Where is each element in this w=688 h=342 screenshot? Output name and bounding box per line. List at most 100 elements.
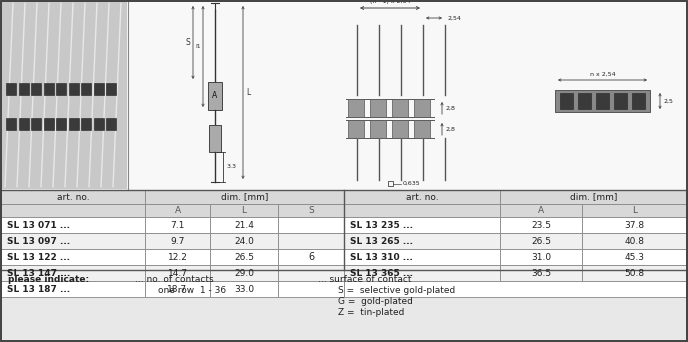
Bar [578,93,591,109]
Bar [555,90,650,112]
Bar [344,265,500,281]
Bar [370,99,386,117]
Bar [414,120,430,138]
Bar [19,118,28,130]
Text: one row  1 - 36: one row 1 - 36 [158,286,226,295]
Bar [614,93,627,109]
Text: ... no. of contacts: ... no. of contacts [135,275,214,284]
Bar [500,265,582,281]
Text: 31.0: 31.0 [531,252,551,262]
Text: 3.3: 3.3 [227,165,237,170]
Bar [278,217,344,233]
Bar [632,93,645,109]
Text: 26.5: 26.5 [531,237,551,246]
Bar [596,93,609,109]
Text: ... surface of contact: ... surface of contact [318,275,411,284]
Text: SL 13 310 ...: SL 13 310 ... [350,252,413,262]
Text: 2,5: 2,5 [663,98,673,104]
Bar [1,265,145,281]
Text: 45.3: 45.3 [625,252,645,262]
Bar [278,249,344,265]
Text: 2,8: 2,8 [445,127,455,132]
Text: 26.5: 26.5 [234,252,254,262]
Bar [582,265,687,281]
Bar [210,233,278,249]
Bar [210,265,278,281]
Text: SL 13 265 ...: SL 13 265 ... [350,237,413,246]
Text: S: S [308,206,314,215]
Text: 18.7: 18.7 [167,285,188,293]
Bar [1,190,687,270]
Text: 36.5: 36.5 [531,268,551,277]
Bar [31,118,41,130]
Bar [392,99,408,117]
Text: 21.4: 21.4 [234,221,254,229]
Bar [145,204,210,217]
Bar [31,83,41,95]
Text: 12.2: 12.2 [168,252,187,262]
Bar [560,93,573,109]
Bar [19,83,28,95]
Bar [1,233,145,249]
Text: 40.8: 40.8 [625,237,645,246]
Bar [1,204,145,217]
Bar [145,281,210,297]
Bar [1,1,127,189]
Bar [278,204,344,217]
Text: 37.8: 37.8 [625,221,645,229]
Text: please indicate:: please indicate: [8,275,89,284]
Text: l1: l1 [195,44,201,49]
Text: G =  gold-plated: G = gold-plated [338,297,413,306]
Text: dim. [mm]: dim. [mm] [570,193,617,201]
Text: dim. [mm]: dim. [mm] [221,193,268,201]
Bar [500,217,582,233]
Bar [81,83,91,95]
Text: L: L [246,88,250,97]
Bar [582,233,687,249]
Bar [209,125,221,152]
Bar [348,120,364,138]
Text: SL 13 187 ...: SL 13 187 ... [7,285,70,293]
Bar [6,118,16,130]
Text: 33.0: 33.0 [234,285,254,293]
Bar [344,249,500,265]
Bar [145,217,210,233]
Bar [278,265,344,281]
Bar [210,281,278,297]
Bar [582,217,687,233]
Text: 9.7: 9.7 [171,237,184,246]
Bar [388,181,393,186]
Bar [344,204,500,217]
Bar [278,233,344,249]
Text: L: L [241,206,246,215]
Bar [1,270,687,342]
Bar [94,83,103,95]
Bar [582,249,687,265]
Text: (n - 1) x 2,54: (n - 1) x 2,54 [369,0,410,4]
Bar [344,281,687,297]
Text: SL 13 365 ...: SL 13 365 ... [350,268,413,277]
Bar [344,233,500,249]
Text: S: S [185,38,190,47]
Bar [500,190,687,204]
Text: L: L [632,206,637,215]
Bar [6,83,16,95]
Bar [500,233,582,249]
Bar [370,120,386,138]
Bar [392,120,408,138]
Text: SL 13 122 ...: SL 13 122 ... [7,252,70,262]
Bar [348,99,364,117]
Bar [1,281,145,297]
Text: 29.0: 29.0 [234,268,254,277]
Bar [210,217,278,233]
Text: n x 2,54: n x 2,54 [590,72,615,77]
Bar [208,82,222,110]
Bar [43,118,54,130]
Text: Z =  tin-plated: Z = tin-plated [338,308,405,317]
Bar [414,99,430,117]
Bar [1,0,687,190]
Bar [56,83,66,95]
Bar [145,249,210,265]
Text: 14.7: 14.7 [167,268,188,277]
Text: 23.5: 23.5 [531,221,551,229]
